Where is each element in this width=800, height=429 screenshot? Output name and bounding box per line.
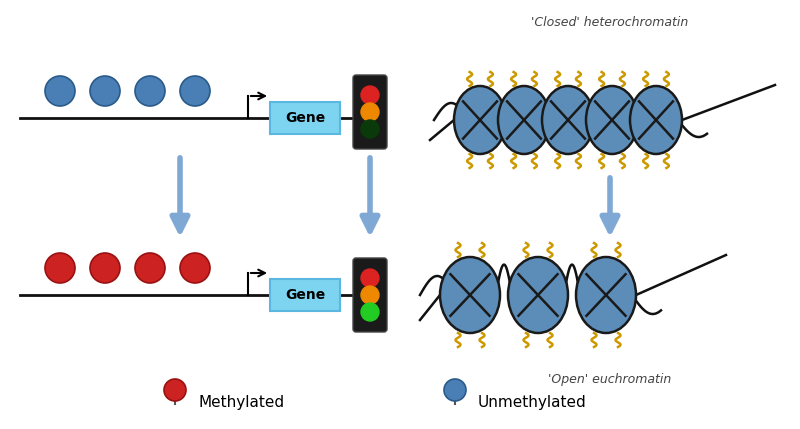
Circle shape [90, 253, 120, 283]
Circle shape [164, 379, 186, 401]
Ellipse shape [576, 257, 636, 333]
Circle shape [90, 76, 120, 106]
Text: 'Closed' heterochromatin: 'Closed' heterochromatin [531, 15, 689, 28]
Text: Methylated: Methylated [198, 395, 284, 410]
Text: 'Open' euchromatin: 'Open' euchromatin [548, 374, 672, 387]
Circle shape [135, 76, 165, 106]
Circle shape [361, 303, 379, 321]
Text: Gene: Gene [285, 288, 325, 302]
FancyBboxPatch shape [353, 258, 387, 332]
Circle shape [180, 253, 210, 283]
Circle shape [361, 286, 379, 304]
Ellipse shape [586, 86, 638, 154]
Ellipse shape [508, 257, 568, 333]
FancyBboxPatch shape [270, 279, 340, 311]
Circle shape [361, 86, 379, 104]
Text: Gene: Gene [285, 111, 325, 125]
Circle shape [361, 269, 379, 287]
Circle shape [444, 379, 466, 401]
Circle shape [361, 120, 379, 138]
Circle shape [361, 103, 379, 121]
Text: Unmethylated: Unmethylated [478, 395, 586, 410]
Ellipse shape [498, 86, 550, 154]
Ellipse shape [454, 86, 506, 154]
Circle shape [135, 253, 165, 283]
Ellipse shape [630, 86, 682, 154]
Ellipse shape [440, 257, 500, 333]
Ellipse shape [542, 86, 594, 154]
Circle shape [180, 76, 210, 106]
Circle shape [45, 253, 75, 283]
FancyBboxPatch shape [353, 75, 387, 149]
Circle shape [45, 76, 75, 106]
FancyBboxPatch shape [270, 102, 340, 134]
